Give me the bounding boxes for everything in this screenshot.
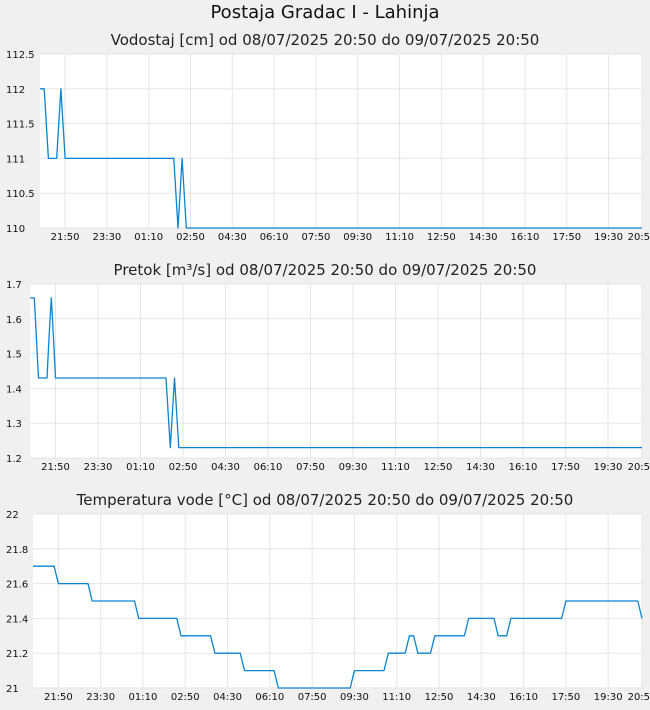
chart-title: Pretok [m³/s] od 08/07/2025 20:50 do 09/… xyxy=(114,261,537,279)
chart-svg: Pretok [m³/s] od 08/07/2025 20:50 do 09/… xyxy=(6,261,650,473)
x-tick-label: 20:50 xyxy=(628,232,650,243)
y-tick-label: 1.7 xyxy=(6,280,22,291)
y-tick-label: 111.5 xyxy=(6,120,35,131)
y-tick-label: 1.2 xyxy=(6,454,22,465)
y-tick-label: 1.5 xyxy=(6,350,22,361)
x-tick-label: 06:10 xyxy=(254,462,283,473)
y-tick-label: 112 xyxy=(6,85,25,96)
y-tick-label: 21.4 xyxy=(6,614,28,625)
y-tick-label: 22 xyxy=(6,510,19,521)
y-tick-label: 1.6 xyxy=(6,315,22,326)
y-tick-label: 21.8 xyxy=(6,545,28,556)
chart-title: Temperatura vode [°C] od 08/07/2025 20:5… xyxy=(76,491,574,509)
x-tick-label: 12:50 xyxy=(425,692,454,703)
x-tick-label: 19:30 xyxy=(594,232,623,243)
water-temperature-chart: Temperatura vode [°C] od 08/07/2025 20:5… xyxy=(0,485,650,710)
x-tick-label: 07:50 xyxy=(296,462,325,473)
x-tick-label: 17:50 xyxy=(551,462,580,473)
x-tick-label: 12:50 xyxy=(427,232,456,243)
discharge-chart: Pretok [m³/s] od 08/07/2025 20:50 do 09/… xyxy=(0,255,650,480)
x-tick-label: 11:10 xyxy=(385,232,414,243)
x-tick-label: 21:50 xyxy=(51,232,80,243)
series-line xyxy=(30,297,642,449)
x-tick-label: 09:30 xyxy=(340,692,369,703)
plot-area xyxy=(40,54,642,228)
x-tick-label: 06:10 xyxy=(260,232,289,243)
x-tick-label: 09:30 xyxy=(343,232,372,243)
x-tick-label: 20:50 xyxy=(628,462,650,473)
y-tick-label: 112.5 xyxy=(6,50,35,61)
x-tick-label: 02:50 xyxy=(171,692,200,703)
y-tick-label: 110 xyxy=(6,224,25,235)
water-level-chart: Vodostaj [cm] od 08/07/2025 20:50 do 09/… xyxy=(0,25,650,250)
x-tick-label: 14:30 xyxy=(467,692,496,703)
x-tick-label: 21:50 xyxy=(44,692,73,703)
x-tick-label: 01:10 xyxy=(129,692,158,703)
y-tick-label: 21.2 xyxy=(6,649,28,660)
x-tick-label: 01:10 xyxy=(134,232,163,243)
x-tick-label: 17:50 xyxy=(552,232,581,243)
series-line xyxy=(40,88,642,229)
series-line xyxy=(33,565,643,689)
x-tick-label: 23:30 xyxy=(84,462,113,473)
x-tick-label: 11:10 xyxy=(381,462,410,473)
x-tick-label: 19:30 xyxy=(594,692,623,703)
x-tick-label: 23:30 xyxy=(92,232,121,243)
x-tick-label: 12:50 xyxy=(424,462,453,473)
y-tick-label: 21.6 xyxy=(6,580,28,591)
x-tick-label: 20:50 xyxy=(628,692,650,703)
x-tick-label: 04:30 xyxy=(213,692,242,703)
x-tick-label: 11:10 xyxy=(382,692,411,703)
x-tick-label: 07:50 xyxy=(298,692,327,703)
x-tick-label: 19:30 xyxy=(594,462,623,473)
x-tick-label: 02:50 xyxy=(176,232,205,243)
x-tick-label: 17:50 xyxy=(551,692,580,703)
x-tick-label: 14:30 xyxy=(466,462,495,473)
y-tick-label: 1.3 xyxy=(6,419,22,430)
chart-svg: Temperatura vode [°C] od 08/07/2025 20:5… xyxy=(6,491,650,703)
x-tick-label: 04:30 xyxy=(218,232,247,243)
x-tick-label: 07:50 xyxy=(302,232,331,243)
x-tick-label: 09:30 xyxy=(339,462,368,473)
page-title: Postaja Gradac I - Lahinja xyxy=(210,2,440,23)
y-tick-label: 110.5 xyxy=(6,189,35,200)
chart-svg: Vodostaj [cm] od 08/07/2025 20:50 do 09/… xyxy=(6,31,650,243)
x-tick-label: 14:30 xyxy=(469,232,498,243)
x-tick-label: 06:10 xyxy=(255,692,284,703)
chart-title: Vodostaj [cm] od 08/07/2025 20:50 do 09/… xyxy=(111,31,540,49)
x-tick-label: 16:10 xyxy=(511,232,540,243)
x-tick-label: 01:10 xyxy=(126,462,155,473)
y-tick-label: 1.4 xyxy=(6,384,22,395)
y-tick-label: 21 xyxy=(6,684,19,695)
x-tick-label: 21:50 xyxy=(41,462,70,473)
x-tick-label: 16:10 xyxy=(509,692,538,703)
x-tick-label: 23:30 xyxy=(86,692,115,703)
y-tick-label: 111 xyxy=(6,154,25,165)
x-tick-label: 02:50 xyxy=(169,462,198,473)
plot-area xyxy=(30,284,642,458)
x-tick-label: 16:10 xyxy=(509,462,538,473)
x-tick-label: 04:30 xyxy=(211,462,240,473)
